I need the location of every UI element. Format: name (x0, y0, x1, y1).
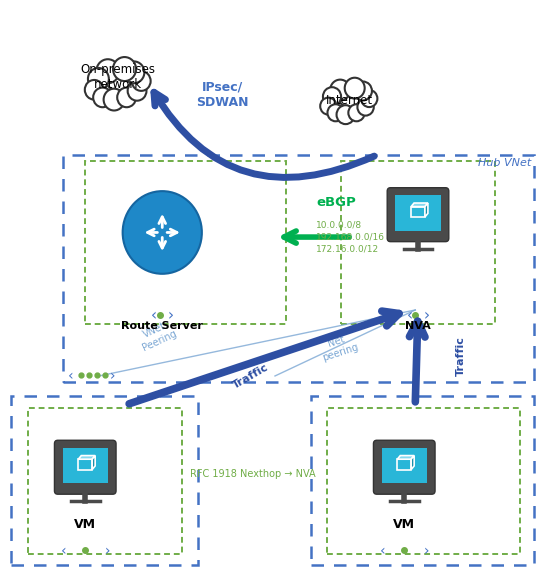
FancyBboxPatch shape (373, 440, 435, 494)
Circle shape (123, 61, 144, 83)
Text: 10.0.0.0/8
192.168.0.0/16
172.16.0.0/12: 10.0.0.0/8 192.168.0.0/16 172.16.0.0/12 (316, 221, 385, 254)
Text: Route Server: Route Server (122, 321, 203, 331)
Polygon shape (78, 456, 95, 459)
Circle shape (132, 71, 151, 91)
Circle shape (330, 80, 350, 100)
Polygon shape (411, 456, 414, 470)
Circle shape (327, 104, 344, 121)
Circle shape (96, 59, 119, 83)
Polygon shape (397, 459, 411, 470)
FancyBboxPatch shape (387, 188, 449, 242)
Circle shape (337, 105, 355, 124)
Circle shape (117, 88, 136, 107)
Text: ‹: ‹ (379, 544, 385, 558)
Circle shape (103, 88, 124, 110)
Polygon shape (92, 456, 95, 470)
Text: Hub VNet: Hub VNet (477, 158, 531, 168)
Text: ›: › (424, 308, 430, 323)
Text: NVA: NVA (405, 321, 431, 331)
Polygon shape (411, 207, 425, 217)
Circle shape (320, 98, 337, 115)
Circle shape (361, 90, 377, 107)
Circle shape (113, 57, 136, 81)
Text: Net
peering: Net peering (317, 331, 359, 363)
Polygon shape (78, 459, 92, 470)
Text: VM: VM (74, 518, 96, 532)
Text: ›: › (109, 369, 115, 383)
Polygon shape (425, 203, 428, 217)
Text: ‹: ‹ (68, 369, 73, 383)
Text: Traffic: Traffic (456, 336, 466, 376)
Circle shape (93, 88, 112, 107)
Circle shape (338, 83, 361, 107)
Text: ‹: ‹ (60, 544, 66, 558)
Circle shape (323, 87, 341, 106)
FancyBboxPatch shape (382, 448, 427, 483)
Text: VNet
Peering: VNet Peering (135, 318, 178, 354)
Circle shape (88, 68, 109, 90)
Circle shape (104, 63, 132, 91)
Circle shape (345, 77, 365, 99)
Text: ‹: ‹ (151, 308, 157, 323)
Polygon shape (411, 203, 428, 207)
Circle shape (354, 82, 372, 100)
Text: ›: › (424, 544, 429, 558)
Circle shape (358, 99, 374, 115)
Circle shape (85, 80, 103, 100)
Circle shape (348, 104, 365, 121)
Polygon shape (397, 456, 414, 459)
Text: Traffic: Traffic (230, 362, 270, 390)
Text: On-premises
network: On-premises network (81, 64, 156, 91)
FancyBboxPatch shape (63, 448, 108, 483)
Text: ›: › (104, 544, 110, 558)
Text: RFC 1918 Nexthop → NVA: RFC 1918 Nexthop → NVA (190, 468, 316, 479)
Text: ›: › (168, 308, 174, 323)
Circle shape (123, 191, 202, 274)
FancyBboxPatch shape (54, 440, 116, 494)
Text: eBGP: eBGP (316, 196, 356, 208)
Text: IPsec/
SDWAN: IPsec/ SDWAN (196, 81, 249, 108)
Text: VM: VM (393, 518, 415, 532)
FancyBboxPatch shape (395, 195, 441, 231)
Text: Internet: Internet (326, 94, 373, 107)
Circle shape (128, 81, 146, 100)
Text: ‹: ‹ (406, 308, 412, 323)
